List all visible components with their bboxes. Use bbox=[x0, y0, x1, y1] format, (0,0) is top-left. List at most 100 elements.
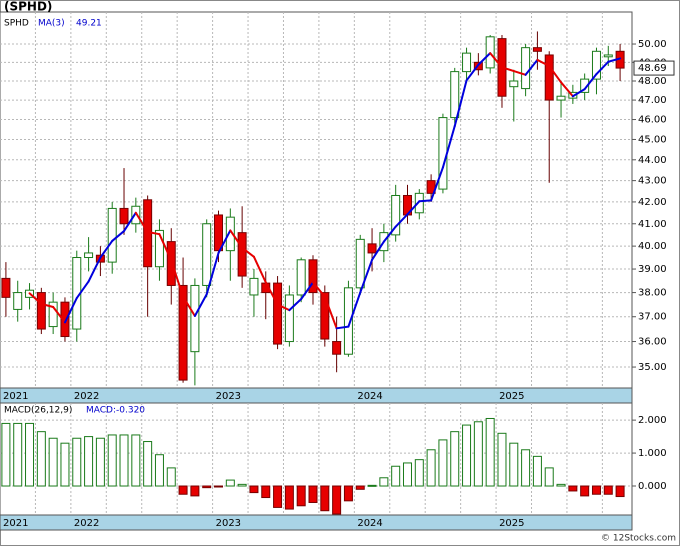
ma-line bbox=[382, 225, 397, 243]
ma-line bbox=[217, 229, 232, 254]
candle-body bbox=[556, 95, 566, 101]
ma-line bbox=[229, 229, 244, 249]
macd-bar bbox=[320, 485, 330, 512]
macd-bar bbox=[60, 442, 70, 487]
legend-ma: MA(3) bbox=[38, 19, 65, 29]
macd-bar bbox=[273, 485, 283, 508]
x-tick-label: 2023 bbox=[216, 391, 241, 402]
ma-line bbox=[264, 281, 279, 306]
ma-line bbox=[205, 251, 220, 296]
ma-line bbox=[583, 73, 598, 91]
y-tick-label: 35.00 bbox=[638, 362, 667, 373]
ma-line bbox=[335, 325, 350, 330]
date-strip bbox=[0, 514, 633, 531]
x-tick-label: 2022 bbox=[74, 391, 99, 402]
ma-line bbox=[441, 125, 456, 169]
ma-line bbox=[571, 88, 586, 98]
candle-body bbox=[13, 292, 23, 310]
x-tick-label: 2024 bbox=[357, 391, 382, 402]
macd-bar bbox=[402, 462, 412, 487]
ma-line bbox=[158, 233, 173, 262]
macd-bar bbox=[119, 434, 129, 487]
candle-body bbox=[249, 277, 259, 296]
ma-line bbox=[453, 79, 468, 128]
candle-body bbox=[60, 301, 70, 338]
candle-body bbox=[521, 47, 531, 90]
macd-bar bbox=[485, 417, 495, 487]
y-tick-label: 44.00 bbox=[638, 155, 667, 166]
y-tick-label: 42.00 bbox=[638, 197, 667, 208]
ma-line bbox=[406, 200, 421, 216]
macd-bar bbox=[308, 485, 318, 503]
candle-body bbox=[1, 277, 11, 298]
y-tick-label: 48.00 bbox=[638, 76, 667, 87]
candle-body bbox=[84, 252, 94, 259]
candle-body bbox=[190, 284, 200, 353]
ma-line bbox=[347, 291, 362, 328]
macd-bar bbox=[426, 449, 436, 487]
candle-body bbox=[438, 117, 448, 190]
ma-line bbox=[134, 211, 149, 233]
macd-bar bbox=[591, 485, 601, 495]
x-tick-label: 2022 bbox=[74, 518, 99, 529]
candle-body bbox=[332, 341, 342, 355]
y-tick-label: 36.00 bbox=[638, 337, 667, 348]
macd-bar bbox=[450, 431, 460, 487]
ma-line bbox=[123, 211, 137, 233]
macd-bar bbox=[544, 467, 554, 487]
candle-body bbox=[509, 80, 519, 88]
ma-line bbox=[28, 292, 43, 305]
candle-body bbox=[296, 259, 306, 296]
macd-bar bbox=[143, 441, 153, 487]
ma-line bbox=[560, 81, 574, 98]
ma-line bbox=[87, 256, 102, 283]
macd-bar bbox=[84, 436, 94, 487]
x-tick-label: 2021 bbox=[3, 518, 28, 529]
candle-body bbox=[532, 47, 542, 52]
ma-line bbox=[477, 52, 492, 66]
x-tick-label: 2025 bbox=[499, 391, 524, 402]
macd-bar bbox=[237, 483, 247, 487]
y-tick-label: 46.00 bbox=[638, 115, 667, 126]
macd-bar bbox=[580, 485, 590, 497]
ma-line bbox=[359, 258, 374, 294]
y-tick-label: 40.00 bbox=[638, 241, 667, 252]
macd-bar bbox=[556, 483, 566, 487]
macd-bar bbox=[225, 479, 235, 487]
x-tick-label: 2025 bbox=[499, 518, 524, 529]
candle-body bbox=[214, 214, 224, 252]
macd-bar bbox=[190, 485, 200, 497]
macd-bar bbox=[521, 449, 531, 487]
ma-line bbox=[595, 60, 610, 76]
ma-line bbox=[75, 280, 90, 300]
macd-bar bbox=[462, 424, 472, 487]
candle-body bbox=[414, 192, 424, 214]
macd-bar bbox=[48, 437, 58, 487]
macd-bar bbox=[414, 459, 424, 487]
candle-body bbox=[591, 50, 601, 80]
macd-bar bbox=[178, 485, 188, 495]
candle-body bbox=[36, 292, 46, 330]
candle-body bbox=[202, 223, 212, 286]
chart-title: (SPHD) bbox=[4, 0, 52, 14]
candle-body bbox=[119, 207, 129, 225]
candle-body bbox=[603, 54, 613, 58]
ma-line bbox=[182, 295, 196, 317]
macd-bar bbox=[1, 422, 11, 487]
macd-value: MACD:-0.320 bbox=[86, 406, 145, 416]
macd-title: MACD(26,12,9) bbox=[4, 406, 72, 416]
candle-body bbox=[580, 78, 590, 93]
x-tick-label: 2023 bbox=[216, 518, 241, 529]
x-tick-label: 2024 bbox=[357, 518, 382, 529]
ma-line bbox=[170, 259, 185, 298]
y-tick-label: 45.00 bbox=[638, 134, 667, 145]
macd-bar bbox=[509, 442, 519, 487]
ma-line bbox=[548, 65, 563, 84]
ma-line bbox=[52, 305, 66, 324]
ma-line bbox=[40, 302, 55, 308]
macd-bar bbox=[107, 434, 117, 487]
macd-bar bbox=[154, 454, 164, 487]
y-tick-label: 47.00 bbox=[638, 95, 667, 106]
macd-bar bbox=[131, 434, 141, 487]
